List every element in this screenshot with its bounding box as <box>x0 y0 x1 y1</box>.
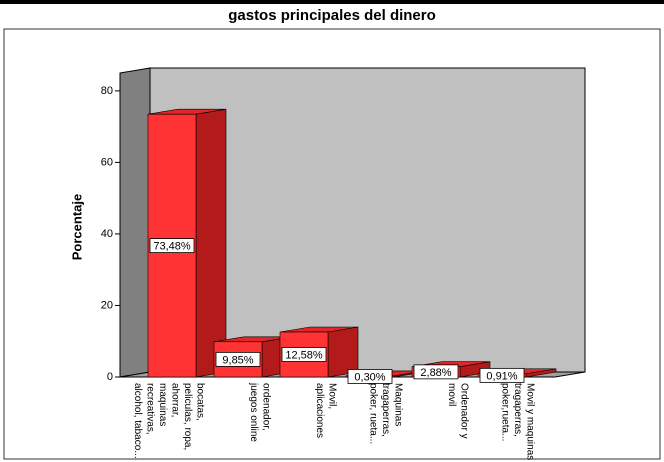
value-label-box <box>479 367 525 383</box>
x-tick-label: tragaperras, <box>380 383 391 437</box>
x-tick-label: poker,rueta... <box>499 383 510 441</box>
x-tick-label: Movil y maquinas <box>524 383 535 460</box>
chart-title: gastos principales del dinero <box>228 7 436 24</box>
top-bar <box>0 0 664 4</box>
x-tick-label: juegos online <box>248 382 259 442</box>
left-wall <box>119 67 151 378</box>
x-tick-label: tragaperras, <box>512 383 523 437</box>
x-tick-label: maquinas <box>157 383 168 426</box>
value-label-box <box>347 369 393 384</box>
x-tick-label: ahorrar, <box>169 383 180 417</box>
y-tick-label: 40 <box>101 228 113 240</box>
value-label: 12,58% <box>285 349 323 361</box>
value-label: 2,88% <box>420 367 451 379</box>
x-tick-label: ordenador, <box>260 383 271 431</box>
x-tick-label: Ordenador y <box>458 383 469 439</box>
value-label: 0,91% <box>486 370 517 382</box>
y-tick-label: 60 <box>101 156 113 168</box>
x-tick-label: aplicaciones <box>314 383 325 438</box>
x-tick-label: recreativas, <box>144 383 155 435</box>
value-label-box <box>149 238 195 254</box>
value-label: 9,85% <box>222 354 253 366</box>
value-label: 0,30% <box>354 371 385 383</box>
y-tick-label: 80 <box>101 85 113 97</box>
value-label: 73,48% <box>153 241 191 253</box>
x-tick-label: peliculas, ropa, <box>182 383 193 450</box>
y-tick-label: 0 <box>107 371 113 383</box>
y-tick-label: 20 <box>101 299 113 311</box>
x-tick-label: Maquinas <box>392 383 403 426</box>
y-axis-label: Porcentaje <box>69 194 84 260</box>
bar-side <box>195 108 227 378</box>
x-tick-label: Movil, <box>326 383 337 409</box>
value-label-box <box>281 347 327 362</box>
x-tick-label: alcohol, tabaco... <box>132 383 143 459</box>
x-tick-label: movil <box>446 383 457 406</box>
x-tick-label: poker, rueta... <box>367 383 378 444</box>
x-tick-label: bocatas, <box>194 383 205 421</box>
value-label-box <box>413 364 459 380</box>
value-label-box <box>215 351 261 367</box>
